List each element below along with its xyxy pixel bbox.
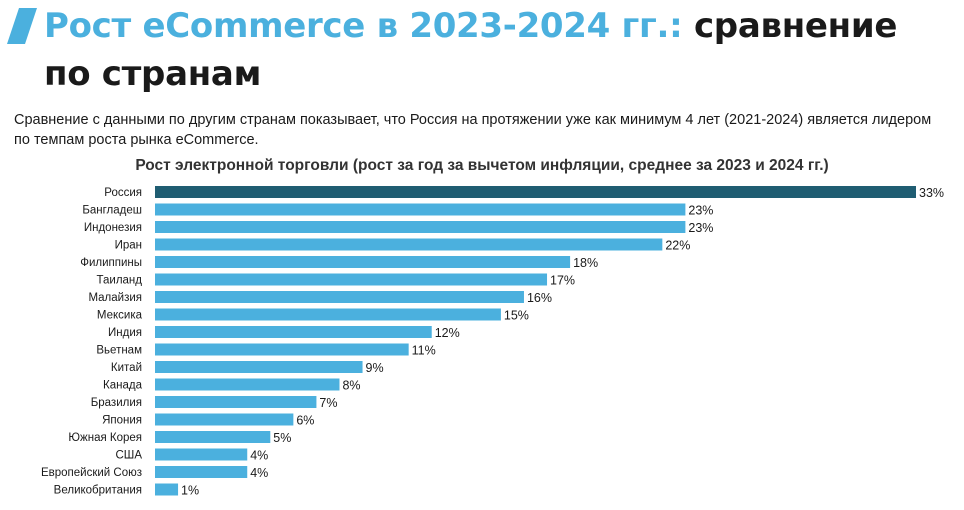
value-label: 6% <box>296 414 314 428</box>
category-label: Таиланд <box>97 275 143 287</box>
value-label: 1% <box>181 484 199 498</box>
category-label: Мексика <box>97 310 143 322</box>
bar <box>155 378 340 391</box>
category-label: Россия <box>104 187 142 199</box>
value-label: 9% <box>366 361 384 375</box>
bar <box>155 466 248 478</box>
accent-slash-icon <box>7 8 37 44</box>
bar <box>155 326 432 338</box>
bar <box>155 291 524 303</box>
category-label: Индия <box>108 327 142 339</box>
category-label: Канада <box>103 380 143 392</box>
value-label: 33% <box>919 186 944 200</box>
page-title: Рост eCommerce в 2023-2024 гг.: сравнени… <box>44 2 944 98</box>
bar <box>155 448 248 461</box>
page-title-rest: сравнение по странам <box>44 6 898 94</box>
value-label: 17% <box>550 274 575 288</box>
intro-text: Сравнение с данными по другим странам по… <box>14 112 932 148</box>
bar <box>155 343 409 356</box>
category-label: Филиппины <box>80 257 142 269</box>
category-label: Бразилия <box>91 397 142 409</box>
bar <box>155 203 686 216</box>
bar <box>155 256 571 268</box>
category-label: Бангладеш <box>82 205 142 217</box>
value-label: 4% <box>250 466 268 480</box>
highlight-bar <box>155 186 916 198</box>
bar <box>155 431 271 443</box>
category-label: США <box>115 450 142 462</box>
value-label: 16% <box>527 291 552 305</box>
value-label: 11% <box>412 344 436 358</box>
bar <box>155 238 663 251</box>
bar <box>155 221 686 233</box>
bar <box>155 396 317 408</box>
bar <box>155 273 548 286</box>
value-label: 5% <box>273 431 291 445</box>
chart-title: Рост электронной торговли (рост за год з… <box>135 157 829 174</box>
category-label: Европейский Союз <box>41 467 142 479</box>
value-label: 8% <box>342 379 360 393</box>
category-label: Индонезия <box>84 222 142 234</box>
value-label: 23% <box>688 204 713 218</box>
category-label: Малайзия <box>88 292 142 304</box>
category-label: Вьетнам <box>96 345 142 357</box>
value-label: 23% <box>688 221 713 235</box>
bar <box>155 308 501 321</box>
value-label: 15% <box>504 309 529 323</box>
category-label: Южная Корея <box>68 432 142 444</box>
category-label: Китай <box>111 362 142 374</box>
page-title-accent: Рост eCommerce в 2023-2024 гг.: <box>44 6 683 46</box>
value-label: 22% <box>665 239 690 253</box>
value-label: 4% <box>250 449 268 463</box>
bar <box>155 361 363 373</box>
bar <box>155 483 179 496</box>
value-label: 12% <box>435 326 460 340</box>
value-label: 18% <box>573 256 598 270</box>
bar-chart: Россия 33% Бангладеш 23% Индонезия 23% Иран 22%… <box>41 186 944 498</box>
category-label: Япония <box>102 415 142 427</box>
category-label: Великобритания <box>54 485 142 497</box>
category-label: Иран <box>115 240 142 252</box>
value-label: 7% <box>319 396 337 410</box>
bar <box>155 413 294 426</box>
